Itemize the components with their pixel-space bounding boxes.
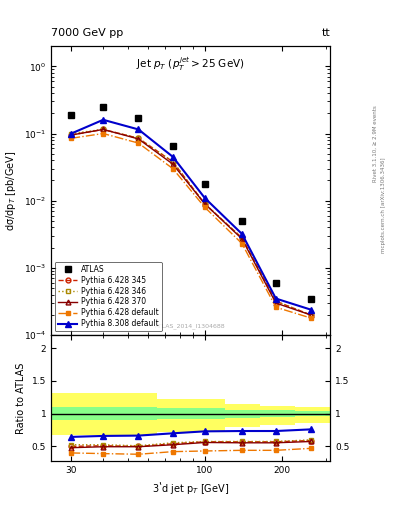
Text: tt: tt [321, 28, 330, 38]
Text: ATLAS_2014_I1304688: ATLAS_2014_I1304688 [155, 324, 226, 329]
Y-axis label: Ratio to ATLAS: Ratio to ATLAS [16, 362, 26, 434]
Text: Rivet 3.1.10, ≥ 2.9M events: Rivet 3.1.10, ≥ 2.9M events [373, 105, 378, 182]
X-axis label: 3ʽd jet p$_T$ [GeV]: 3ʽd jet p$_T$ [GeV] [152, 480, 229, 496]
Text: 7000 GeV pp: 7000 GeV pp [51, 28, 123, 38]
Legend: ATLAS, Pythia 6.428 345, Pythia 6.428 346, Pythia 6.428 370, Pythia 6.428 defaul: ATLAS, Pythia 6.428 345, Pythia 6.428 34… [55, 262, 162, 331]
Y-axis label: dσ/dp$_T$ [pb/GeV]: dσ/dp$_T$ [pb/GeV] [4, 151, 18, 231]
Text: Jet $p_T$ ($p_T^{jet}>$25 GeV): Jet $p_T$ ($p_T^{jet}>$25 GeV) [136, 55, 245, 73]
Text: mcplots.cern.ch [arXiv:1306.3436]: mcplots.cern.ch [arXiv:1306.3436] [381, 157, 386, 252]
